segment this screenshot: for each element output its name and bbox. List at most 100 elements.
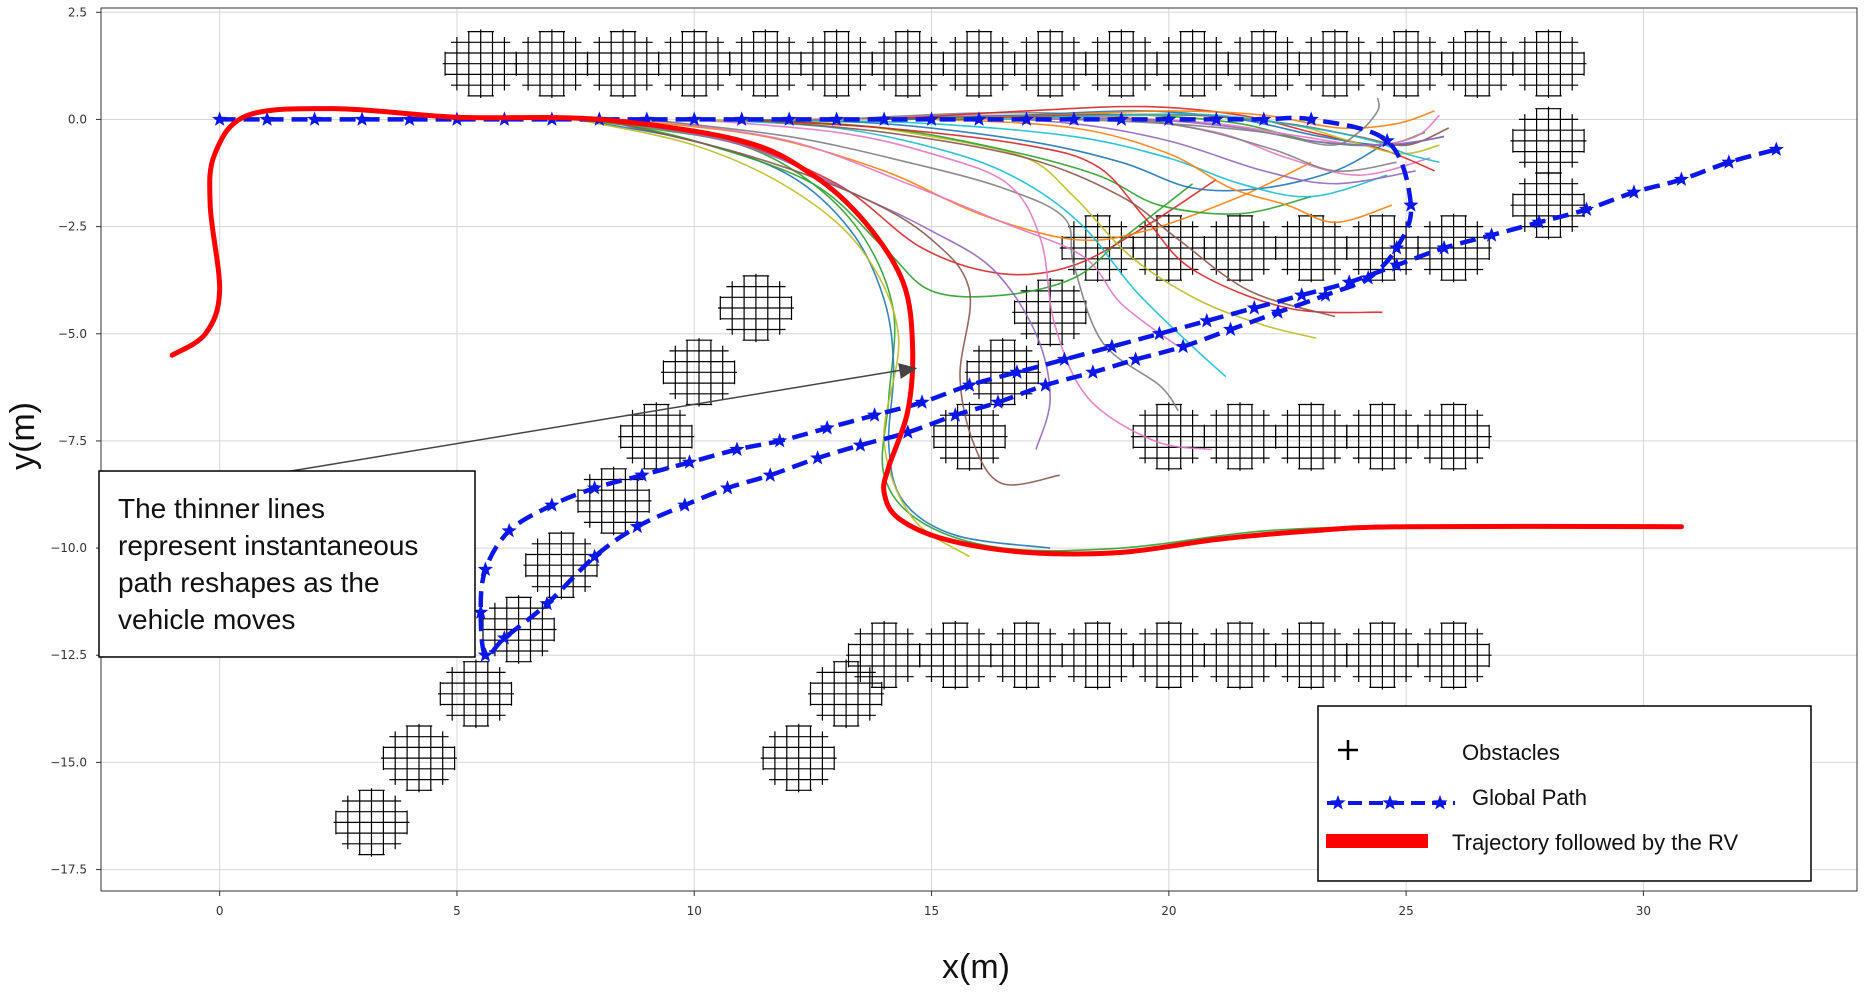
obstacle-marks (1202, 621, 1278, 690)
global-path-star (1113, 111, 1129, 126)
global-path-star (1161, 111, 1177, 126)
legend-label-global-path: Global Path (1472, 785, 1587, 810)
global-path-star (587, 548, 603, 564)
global-path-star (923, 111, 940, 126)
global-path-star (1085, 364, 1101, 379)
legend-star-markers (1330, 795, 1448, 810)
obstacle-marks (1225, 29, 1302, 98)
x-tick-label: 0 (216, 904, 224, 918)
obstacle-cluster (1344, 621, 1421, 690)
annotation-arrowhead (898, 363, 918, 379)
obstacle-cluster (1225, 29, 1302, 98)
y-tick-label: −15.0 (50, 755, 87, 769)
legend-obstacle-plus-icon (1338, 740, 1358, 760)
obstacle-cluster (808, 659, 885, 729)
global-path-star (729, 441, 745, 456)
reshape-path (575, 118, 1682, 552)
obstacle-cluster (1368, 29, 1445, 98)
global-path-star (1389, 257, 1405, 272)
x-tick-label: 5 (453, 904, 461, 918)
annotation: The thinner lines represent instantaneou… (98, 363, 918, 658)
global-path-star (477, 647, 493, 662)
global-path-line (219, 115, 1777, 659)
y-tick-label: −7.5 (58, 434, 87, 448)
obstacle-cluster (1510, 170, 1587, 240)
x-tick-label: 15 (924, 904, 939, 918)
global-path-star (501, 522, 517, 538)
x-axis-label: x(m) (942, 948, 1010, 986)
legend-item-global-path: Global Path (1327, 785, 1587, 810)
reshape-path (789, 118, 1388, 198)
obstacle-cluster (1012, 29, 1089, 98)
obstacle-cluster (1510, 29, 1587, 98)
tick-labels: 0 5 10 15 20 25 30 2.5 0.0 −2.5 −5.0 −7.5 −10.0 −12.5… (50, 5, 1651, 918)
obstacle-marks (1059, 621, 1136, 690)
global-path-star (810, 450, 826, 465)
obstacle-marks (585, 29, 661, 98)
reshape-paths-layer (575, 97, 1682, 558)
annotation-arrow-line (284, 369, 902, 473)
x-tick-label: 20 (1161, 904, 1176, 918)
reshape-path (1002, 113, 1440, 164)
obstacle-marks (1510, 29, 1587, 98)
obstacle-cluster (798, 29, 875, 98)
global-path-star (1626, 184, 1642, 199)
global-path-star (781, 111, 797, 126)
obstacle-marks (656, 29, 733, 98)
obstacle-marks (442, 29, 519, 98)
global-path-star (1056, 351, 1072, 366)
global-path-star (587, 480, 603, 495)
obstacle-cluster (1344, 402, 1421, 471)
global-path-star (1673, 171, 1689, 186)
obstacle-cluster (1415, 213, 1492, 283)
global-path-star (914, 394, 930, 409)
global-path-star (1175, 338, 1191, 354)
global-path-star (1222, 321, 1239, 336)
obstacle-cluster (661, 338, 737, 407)
reshape-path (599, 118, 1052, 450)
obstacle-cluster (760, 723, 837, 793)
reshape-path (741, 118, 1312, 215)
global-path-star (1379, 132, 1395, 148)
global-path-star (1066, 111, 1082, 126)
legend-trajectory-swatch (1326, 834, 1428, 848)
obstacle-marks (1130, 621, 1207, 690)
global-path-star (259, 111, 275, 126)
global-path-star (634, 467, 650, 482)
global-path-star (961, 377, 978, 392)
global-path-star (473, 604, 489, 619)
y-tick-label: −2.5 (58, 220, 87, 234)
obstacle-marks (1130, 402, 1207, 471)
global-path-star (539, 595, 555, 611)
global-path-star (990, 394, 1006, 409)
obstacle-marks (1202, 213, 1278, 283)
global-path-star (1018, 111, 1035, 126)
global-path-star (677, 497, 693, 512)
y-tick-label: 0.0 (68, 112, 87, 126)
global-path-star (772, 432, 788, 448)
global-path-star (1341, 274, 1357, 289)
global-path-star (867, 407, 883, 422)
global-path-star (876, 111, 892, 126)
obstacle-cluster (1012, 278, 1089, 347)
obstacle-marks (1510, 170, 1587, 240)
obstacle-marks (1439, 29, 1516, 98)
obstacle-cluster (1297, 29, 1373, 98)
global-path-star (496, 630, 512, 645)
obstacle-marks (1273, 621, 1350, 690)
obstacle-marks (1202, 402, 1278, 471)
legend-item-obstacles: Obstacles (1338, 740, 1560, 765)
global-path-star (212, 111, 228, 126)
global-path-star (1531, 214, 1547, 229)
obstacle-marks (941, 29, 1017, 98)
y-tick-label: −17.5 (50, 863, 87, 877)
obstacles-layer (333, 29, 1587, 857)
obstacle-marks (869, 29, 946, 98)
legend-box (1317, 705, 1812, 882)
obstacle-cluster (1273, 213, 1350, 283)
obstacle-cluster (869, 29, 946, 98)
y-tick-label: −12.5 (50, 648, 87, 662)
global-path-star (629, 518, 645, 534)
plot-frame (100, 7, 1858, 892)
